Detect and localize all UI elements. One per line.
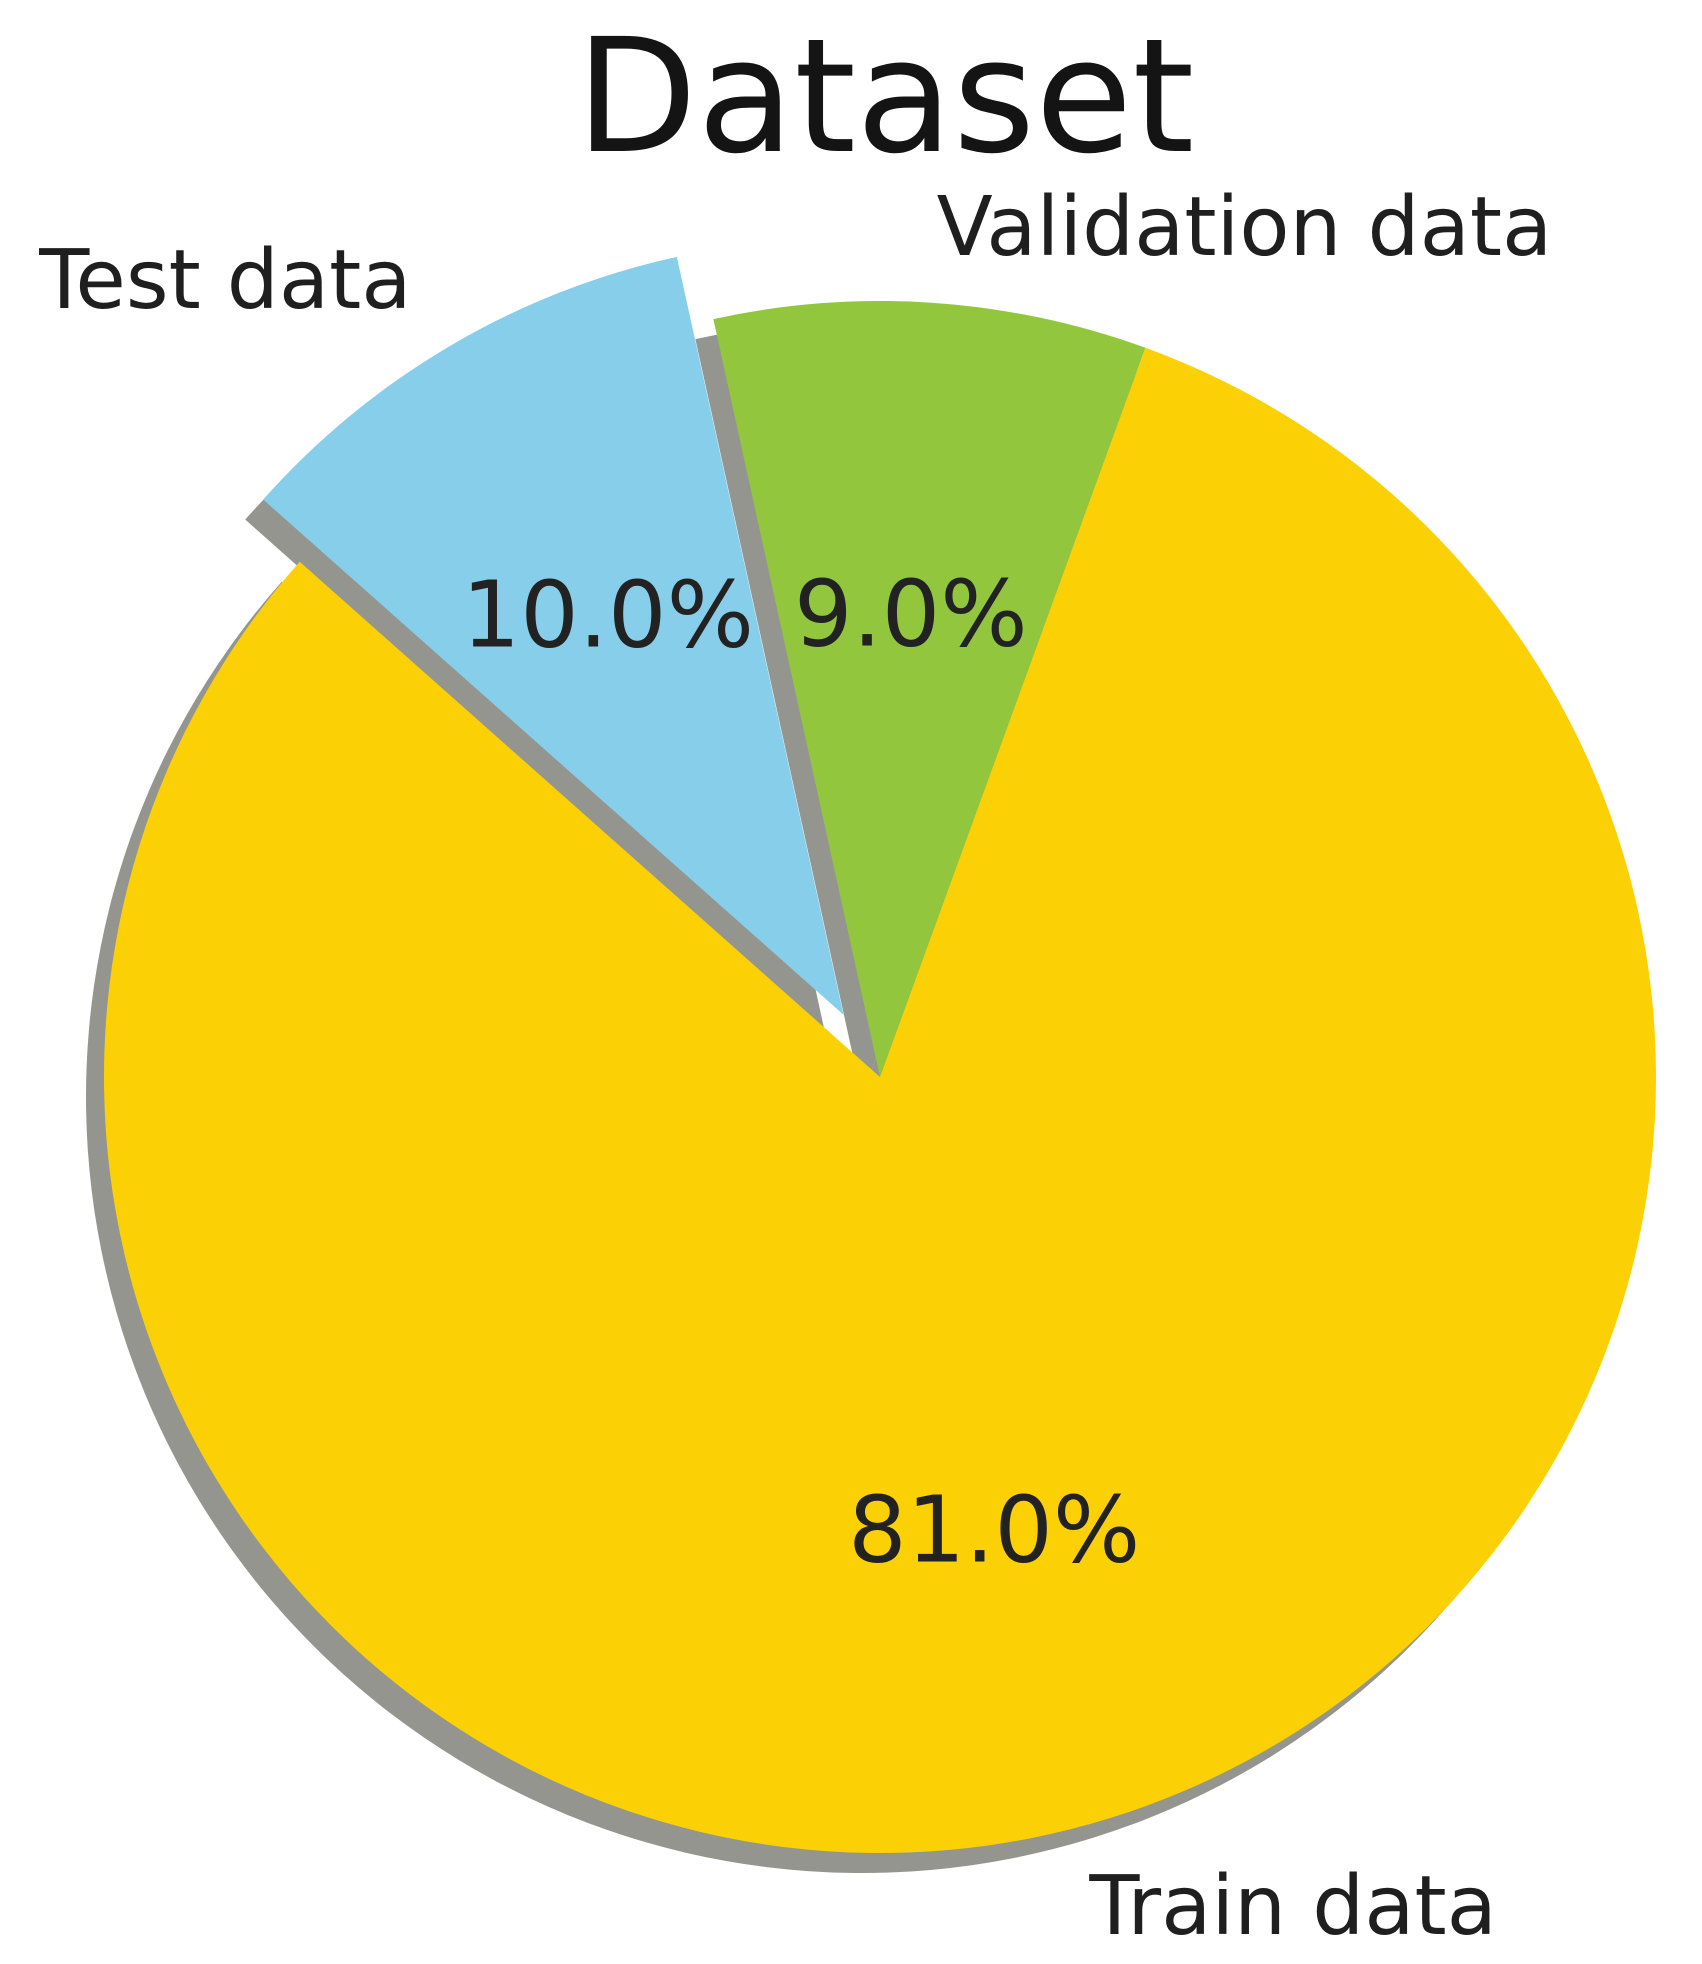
slice-pct-validation-data: 9.0% [794, 561, 1028, 668]
slice-label-validation-data: Validation data [937, 180, 1553, 275]
slice-label-test-data: Test data [38, 233, 411, 328]
pie-slice-train-data [103, 347, 1656, 1853]
slice-pct-test-data: 10.0% [462, 561, 754, 668]
slice-label-train-data: Train data [1088, 1859, 1497, 1954]
chart-title: Dataset [575, 5, 1195, 189]
slice-pct-train-data: 81.0% [848, 1476, 1140, 1583]
pie-slice-validation-data [713, 300, 1146, 1077]
pie-slice-test-data [263, 256, 844, 1015]
